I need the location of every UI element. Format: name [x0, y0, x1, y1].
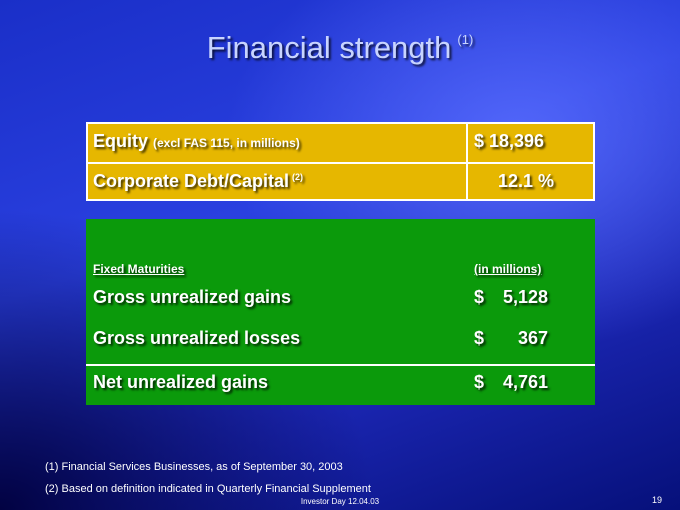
amount: 5,128 — [502, 287, 548, 307]
row-label: Equity (excl FAS 115, in millions) — [93, 131, 300, 152]
total-divider — [86, 364, 595, 366]
title: Financial strength (1) — [0, 30, 680, 66]
label-note: (excl FAS 115, in millions) — [153, 136, 300, 150]
label: Equity — [93, 131, 149, 151]
row-label: Corporate Debt/Capital (2) — [93, 171, 303, 192]
label: Corporate Debt/Capital — [93, 171, 290, 191]
footer-text: Investor Day 12.04.03 — [300, 497, 380, 506]
label-note: (2) — [292, 172, 304, 182]
amount: 4,761 — [502, 372, 548, 392]
amount: 367 — [517, 328, 548, 348]
title-note: (1) — [457, 32, 474, 47]
row-value: $ 18,396 — [474, 131, 545, 151]
summary-table — [86, 122, 595, 201]
maturities-table — [86, 219, 595, 405]
currency: $ — [474, 328, 485, 348]
row-label: Gross unrealized losses — [93, 328, 301, 348]
footnote: (1) Financial Services Businesses, as of… — [45, 461, 343, 473]
currency: $ — [474, 372, 485, 392]
title-text: Financial strength — [206, 30, 452, 65]
row-divider — [88, 162, 593, 164]
header-label: Fixed Maturities — [93, 262, 185, 276]
row-value: 12.1 % — [498, 171, 555, 191]
page-number: 19 — [652, 495, 663, 505]
currency: $ — [474, 287, 485, 307]
total-label: Net unrealized gains — [93, 372, 269, 392]
row-label: Gross unrealized gains — [93, 287, 292, 307]
column-divider — [466, 124, 468, 199]
footnote: (2) Based on definition indicated in Qua… — [45, 483, 371, 495]
header-unit: (in millions) — [474, 262, 542, 276]
